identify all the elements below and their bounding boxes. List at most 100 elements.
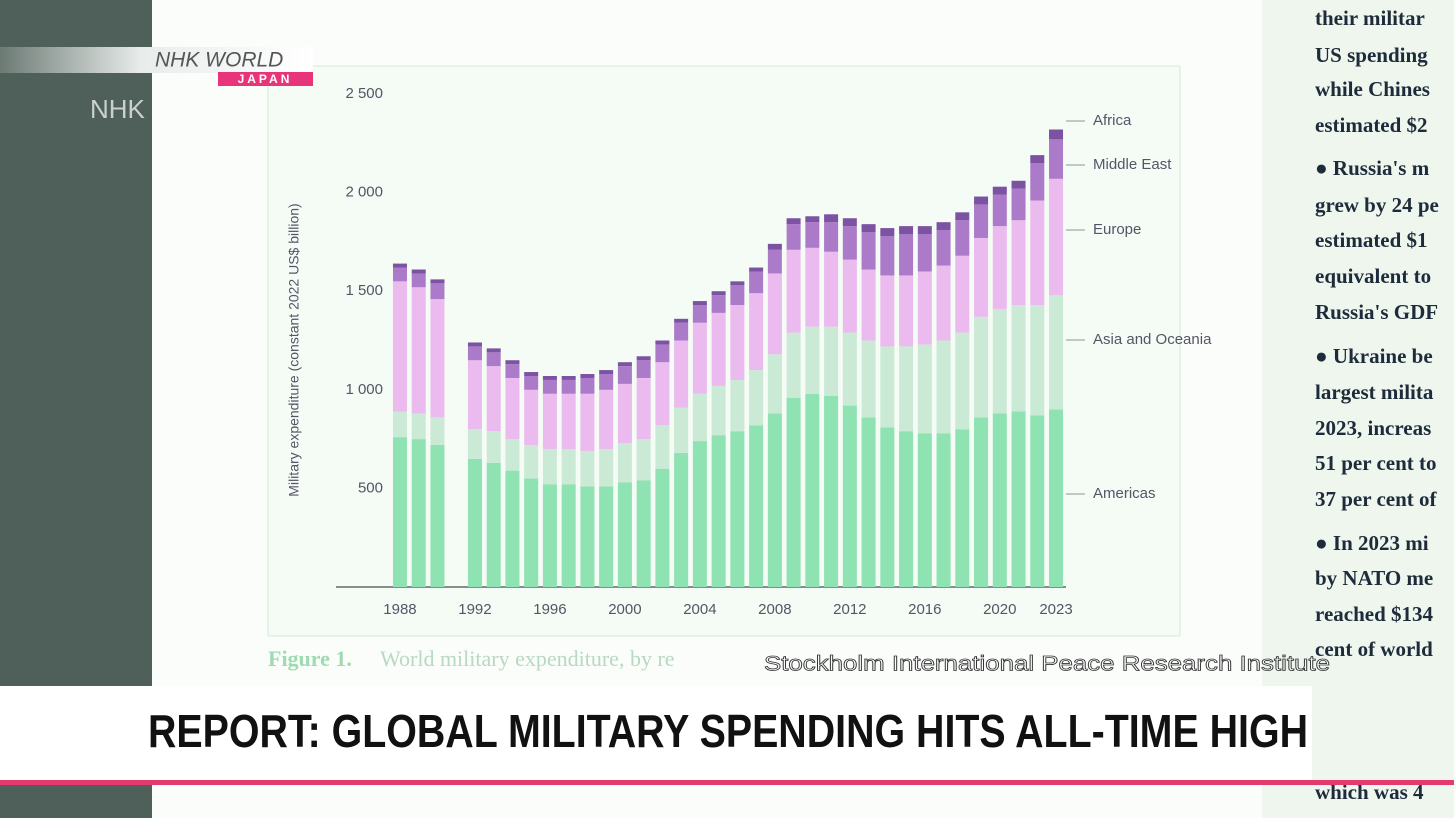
- bar-segment: [899, 346, 914, 432]
- bar-segment: [730, 379, 745, 432]
- bar-segment: [524, 389, 539, 446]
- bar-segment: [955, 332, 970, 430]
- bar-segment: [805, 393, 820, 587]
- bar-segment: [655, 425, 670, 469]
- bar-segment: [599, 389, 614, 449]
- bar-segment: [599, 370, 614, 375]
- bar-segment: [674, 318, 689, 323]
- bar-segment: [955, 429, 970, 587]
- bar-segment: [861, 232, 876, 270]
- bar-segment: [861, 417, 876, 587]
- y-tick-label: 1 500: [345, 282, 383, 299]
- bar-segment: [392, 267, 407, 282]
- side-line: 2023, increas: [1315, 416, 1431, 440]
- bar-segment: [505, 364, 520, 378]
- bar-segment: [880, 346, 895, 428]
- side-line: 51 per cent to: [1315, 451, 1437, 475]
- bar-segment: [617, 443, 632, 483]
- plot: 500 1 000 1 500 2 000 2 500 1988 1992 1996 2000 2…: [345, 85, 1212, 618]
- bar-segment: [524, 478, 539, 587]
- bar-segment: [1049, 295, 1064, 410]
- bar-segment: [542, 379, 557, 394]
- bar-segment: [392, 437, 407, 587]
- bar-segment: [692, 301, 707, 306]
- bar-segment: [730, 281, 745, 286]
- bar-segment: [992, 413, 1007, 587]
- logo-ghost: NHK: [90, 94, 146, 124]
- bar-segment: [730, 305, 745, 380]
- x-tick-label: 1992: [458, 601, 491, 618]
- x-tick-label: 2023: [1039, 601, 1072, 618]
- bar-segment: [486, 352, 501, 367]
- bar-segment: [936, 340, 951, 434]
- bar-segment: [674, 452, 689, 587]
- bar-segment: [430, 283, 445, 300]
- bar-segment: [992, 308, 1007, 414]
- bar-segment: [974, 417, 989, 587]
- bar-segment: [561, 379, 576, 394]
- bar-segment: [767, 249, 782, 274]
- bar-segment: [430, 417, 445, 446]
- bar-segment: [636, 360, 651, 378]
- x-tick-label: 1988: [383, 601, 416, 618]
- y-tick-label: 2 500: [345, 85, 383, 102]
- side-line: estimated $2: [1315, 113, 1428, 137]
- y-tick-label: 1 000: [345, 381, 383, 398]
- bar-segment: [542, 484, 557, 587]
- y-tick-label: 500: [358, 479, 383, 496]
- bar-segment: [542, 393, 557, 449]
- bar-segment: [411, 439, 426, 587]
- bar-segment: [599, 374, 614, 390]
- side-line: ● Russia's m: [1315, 156, 1430, 180]
- bar-segment: [392, 281, 407, 412]
- side-line: US spending: [1315, 43, 1428, 67]
- bar-segment: [636, 356, 651, 361]
- bar-segment: [805, 247, 820, 327]
- side-line: cent of world: [1315, 637, 1433, 661]
- bar-segment: [842, 332, 857, 406]
- side-line: Russia's GDF: [1315, 300, 1438, 324]
- bar-segment: [880, 275, 895, 347]
- bar-segment: [1049, 139, 1064, 179]
- bar-segment: [1030, 415, 1045, 587]
- bar-segment: [842, 405, 857, 587]
- bar-segment: [749, 267, 764, 272]
- bar-segment: [824, 214, 839, 223]
- bar-segment: [599, 486, 614, 587]
- bar-segment: [805, 326, 820, 394]
- bar-segment: [805, 222, 820, 248]
- bar-segment: [936, 222, 951, 231]
- bar-segment: [1011, 188, 1026, 221]
- bar-segment: [692, 393, 707, 442]
- bar-segment: [974, 196, 989, 205]
- bar-segment: [430, 279, 445, 284]
- bar-segment: [692, 322, 707, 394]
- headline: REPORT: GLOBAL MILITARY SPENDING HITS AL…: [148, 705, 1308, 757]
- bar-segment: [580, 374, 595, 378]
- logo-brand: NHK WORLD: [155, 49, 283, 72]
- bar-segment: [936, 433, 951, 587]
- side-text: their militar US spending while Chines esti…: [1315, 6, 1439, 804]
- bar-segment: [467, 342, 482, 347]
- logo-japan-bar: [218, 72, 313, 86]
- side-line: by NATO me: [1315, 566, 1433, 590]
- side-line: while Chines: [1315, 77, 1430, 101]
- x-tick-label: 2012: [833, 601, 866, 618]
- bar-segment: [1049, 178, 1064, 296]
- bar-segment: [786, 397, 801, 587]
- bar-segment: [674, 340, 689, 408]
- bar-segment: [711, 435, 726, 587]
- bar-segment: [617, 366, 632, 384]
- bar-segment: [486, 462, 501, 587]
- bar-segment: [561, 375, 576, 380]
- side-line: equivalent to: [1315, 264, 1431, 288]
- bar-segment: [1030, 155, 1045, 164]
- bar-segment: [1011, 220, 1026, 306]
- bar-segment: [974, 316, 989, 418]
- bar-segment: [1011, 411, 1026, 587]
- bar-segment: [430, 445, 445, 587]
- bar-segment: [805, 216, 820, 223]
- bar-segment: [1011, 180, 1026, 189]
- bar-segment: [636, 439, 651, 481]
